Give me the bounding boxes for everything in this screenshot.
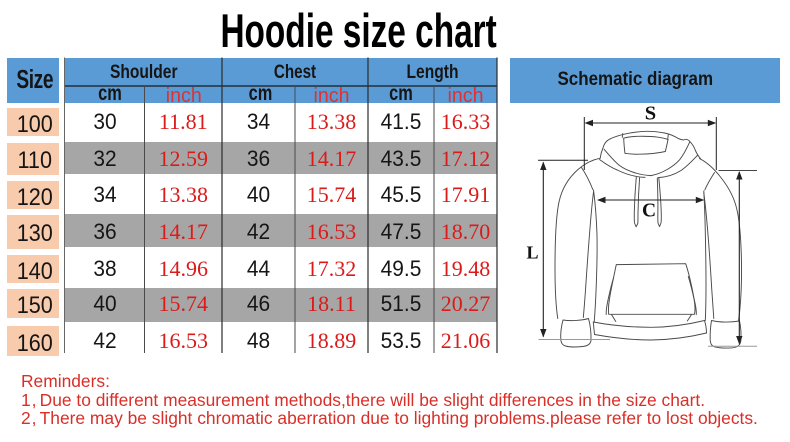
svg-text:L: L xyxy=(526,243,538,263)
svg-text:C: C xyxy=(642,200,656,221)
svg-text:S: S xyxy=(645,103,656,125)
